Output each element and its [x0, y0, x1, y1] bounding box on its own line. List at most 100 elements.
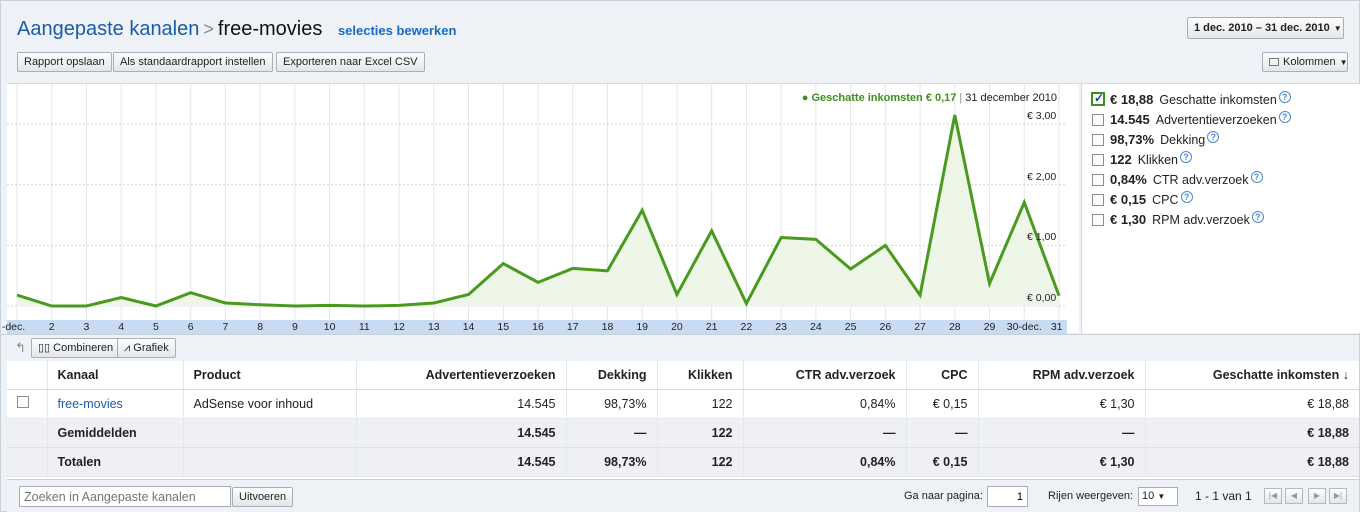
help-icon[interactable]: ?	[1180, 191, 1193, 203]
data-point[interactable]	[639, 207, 645, 213]
metric-checkbox[interactable]	[1092, 174, 1104, 186]
data-point[interactable]	[292, 303, 298, 309]
data-point[interactable]	[743, 301, 749, 307]
set-default-report-button[interactable]: Als standaardrapport instellen	[113, 52, 273, 72]
last-page-icon[interactable]: ▶|	[1329, 488, 1347, 504]
data-point[interactable]	[778, 235, 784, 241]
help-icon[interactable]: ?	[1278, 111, 1291, 123]
breadcrumb-parent-link[interactable]: Aangepaste kanalen	[17, 18, 200, 40]
columns-button[interactable]: Kolommen ▼	[1262, 52, 1348, 72]
date-range-button[interactable]: 1 dec. 2010 – 31 dec. 2010 ▼	[1187, 17, 1344, 39]
column-header-channel[interactable]: Kanaal	[47, 361, 184, 390]
earnings-cell: € 18,88	[1145, 389, 1359, 419]
data-point[interactable]	[396, 302, 402, 308]
data-point[interactable]	[709, 228, 715, 234]
data-point[interactable]	[952, 112, 958, 118]
help-icon[interactable]: ?	[1180, 151, 1192, 163]
metric-item[interactable]: € 1,30 RPM adv.verzoek?	[1092, 211, 1264, 231]
data-point[interactable]	[500, 261, 506, 267]
data-point[interactable]	[14, 292, 20, 298]
column-header-ctr[interactable]: CTR adv.verzoek	[743, 361, 907, 390]
row-checkbox[interactable]	[17, 396, 29, 408]
column-header-product[interactable]: Product	[183, 361, 357, 390]
table-header-row: Kanaal Product Advertentieverzoeken Dekk…	[7, 361, 1359, 390]
metric-value: € 18,88	[1110, 92, 1154, 107]
metric-item[interactable]: 14.545 Advertentieverzoeken?	[1092, 111, 1291, 131]
columns-label: Kolommen	[1283, 56, 1336, 68]
data-point[interactable]	[118, 295, 124, 301]
page-number-input[interactable]	[987, 486, 1028, 507]
metric-item[interactable]: 122 Klikken?	[1092, 151, 1192, 171]
data-point[interactable]	[604, 268, 610, 274]
column-header-rpm[interactable]: RPM adv.verzoek	[978, 361, 1146, 390]
data-point[interactable]	[257, 302, 263, 308]
metric-checkbox[interactable]	[1092, 154, 1104, 166]
data-point[interactable]	[570, 265, 576, 271]
coverage-cell: 98,73%	[566, 389, 658, 419]
data-point[interactable]	[431, 300, 437, 306]
edit-selection-link[interactable]: selecties bewerken	[337, 23, 457, 38]
data-point[interactable]	[987, 281, 993, 287]
data-point[interactable]	[813, 236, 819, 242]
totals-earnings: € 18,88	[1145, 447, 1359, 477]
data-point[interactable]	[327, 302, 333, 308]
export-csv-button[interactable]: Exporteren naar Excel CSV	[276, 52, 425, 72]
data-point[interactable]	[222, 300, 228, 306]
legend-date: 31 december 2010	[965, 92, 1057, 104]
data-point[interactable]	[917, 292, 923, 298]
channel-link[interactable]: free-movies	[57, 396, 123, 411]
chart-canvas[interactable]	[7, 84, 1079, 334]
data-point[interactable]	[535, 279, 541, 285]
metric-checkbox[interactable]	[1092, 214, 1104, 226]
data-point[interactable]	[1021, 199, 1027, 205]
search-input[interactable]	[19, 486, 231, 507]
save-report-button[interactable]: Rapport opslaan	[17, 52, 112, 72]
data-point[interactable]	[674, 291, 680, 297]
chart-legend: ● Geschatte inkomsten € 0,17 | 31 december…	[802, 92, 1057, 104]
help-icon[interactable]: ?	[1278, 91, 1291, 103]
data-point[interactable]	[153, 303, 159, 309]
column-header-ad-requests[interactable]: Advertentieverzoeken	[356, 361, 567, 390]
y-tick-label: € 2,00	[1027, 170, 1057, 183]
help-icon[interactable]: ?	[1251, 211, 1264, 223]
combine-icon: ▯▯	[38, 342, 54, 354]
chevron-down-icon: ▼	[1333, 24, 1342, 33]
metric-item[interactable]: € 18,88 Geschatte inkomsten?	[1091, 91, 1291, 111]
next-page-icon[interactable]: ▶	[1308, 488, 1326, 504]
data-point[interactable]	[1056, 293, 1062, 299]
rows-per-page-select[interactable]: 10 ▼	[1138, 487, 1178, 506]
column-header-earnings[interactable]: Geschatte inkomsten ↓	[1145, 361, 1359, 390]
data-point[interactable]	[848, 266, 854, 272]
metric-label: CTR adv.verzoek	[1152, 173, 1249, 187]
run-search-button[interactable]: Uitvoeren	[232, 487, 294, 507]
metric-item[interactable]: 0,84% CTR adv.verzoek?	[1092, 171, 1263, 191]
metric-checkbox[interactable]	[1091, 91, 1105, 106]
metric-checkbox[interactable]	[1092, 194, 1104, 206]
table-row: free-movies AdSense voor inhoud 14.545 9…	[7, 389, 1359, 419]
data-point[interactable]	[188, 290, 194, 296]
clicks-cell: 122	[657, 389, 744, 419]
help-icon[interactable]: ?	[1250, 171, 1263, 183]
totals-ctr: 0,84%	[743, 447, 907, 477]
column-header-clicks[interactable]: Klikken	[657, 361, 744, 390]
metric-checkbox[interactable]	[1092, 134, 1104, 146]
column-header-coverage[interactable]: Dekking	[566, 361, 658, 390]
first-page-icon[interactable]: |◀	[1264, 488, 1282, 504]
metric-label: Advertentieverzoeken	[1155, 113, 1277, 127]
data-point[interactable]	[83, 303, 89, 309]
prev-page-icon[interactable]: ◀	[1285, 488, 1303, 504]
data-point[interactable]	[882, 242, 888, 248]
data-point[interactable]	[466, 291, 472, 297]
metric-label: CPC	[1152, 193, 1179, 207]
data-point[interactable]	[49, 303, 55, 309]
metric-item[interactable]: € 0,15 CPC?	[1092, 191, 1193, 211]
metric-checkbox[interactable]	[1092, 114, 1104, 126]
graph-label: Grafiek	[133, 342, 169, 354]
metric-item[interactable]: 98,73% Dekking?	[1092, 131, 1220, 151]
help-icon[interactable]: ?	[1207, 131, 1220, 143]
data-point[interactable]	[361, 303, 367, 309]
column-header-cpc[interactable]: CPC	[906, 361, 979, 390]
combine-button[interactable]: ▯▯ Combineren	[31, 338, 121, 358]
collapse-arrow-icon[interactable]: ↰	[15, 340, 26, 355]
graph-button[interactable]: ⩘ Grafiek	[117, 338, 176, 358]
